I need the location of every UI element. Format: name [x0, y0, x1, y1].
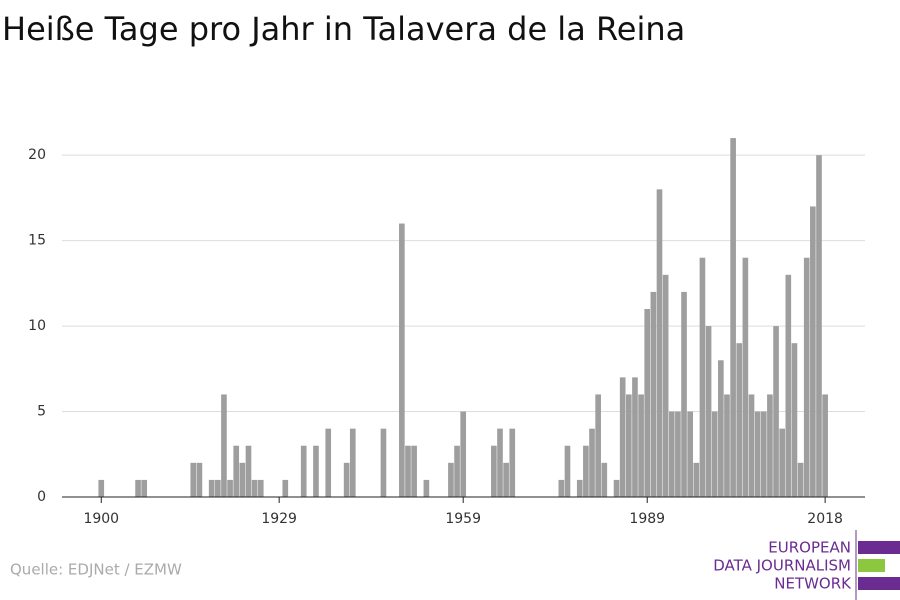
bar	[349, 428, 356, 497]
bar	[576, 479, 583, 497]
bar	[644, 309, 651, 497]
bar	[773, 326, 779, 497]
bar	[564, 445, 571, 497]
bar	[693, 462, 700, 497]
bar	[405, 445, 411, 497]
bar	[497, 428, 503, 497]
chart-title: Heiße Tage pro Jahr in Talavera de la Re…	[2, 10, 685, 48]
bar	[411, 445, 417, 497]
bar	[705, 326, 712, 497]
x-tick-label: 1929	[261, 511, 297, 527]
bar	[797, 462, 804, 497]
bar	[650, 291, 657, 497]
y-tick-label: 5	[37, 404, 46, 420]
logo-text: DATA JOURNALISM	[713, 557, 851, 575]
bar	[816, 155, 822, 497]
bar	[251, 479, 258, 497]
x-tick-label: 1989	[629, 511, 665, 527]
bar	[313, 445, 319, 497]
bar	[239, 462, 246, 497]
logo-text: EUROPEAN	[768, 539, 851, 557]
bar	[601, 462, 608, 497]
bar	[619, 377, 626, 497]
bar	[699, 257, 706, 497]
bar	[245, 445, 252, 497]
bar	[791, 343, 798, 497]
logo-bar	[858, 541, 900, 554]
logo-bar	[858, 577, 900, 590]
bar	[662, 274, 669, 497]
bar	[558, 479, 565, 497]
bar	[785, 274, 792, 497]
bar	[656, 189, 663, 497]
bar	[595, 394, 601, 497]
x-tick-label: 2018	[807, 511, 843, 527]
bar	[760, 411, 767, 497]
bar	[748, 394, 755, 497]
bar	[583, 445, 589, 497]
bar	[233, 445, 240, 497]
bar	[730, 138, 736, 497]
bar	[98, 479, 105, 497]
bar	[227, 479, 233, 497]
bar	[711, 411, 718, 497]
bar	[724, 394, 730, 497]
bar	[509, 428, 516, 497]
bar	[589, 428, 595, 497]
bar	[135, 479, 141, 497]
bar	[282, 479, 289, 497]
bar	[196, 462, 203, 497]
logo-bar	[858, 559, 885, 572]
bar	[399, 223, 405, 497]
y-tick-label: 20	[28, 147, 46, 163]
bar	[767, 394, 773, 497]
bar	[300, 445, 307, 497]
bar	[687, 411, 693, 497]
bar	[257, 479, 264, 497]
source: Quelle: EDJNet / EZMW	[10, 561, 182, 579]
bar	[325, 428, 332, 497]
bar	[491, 445, 497, 497]
bar	[448, 462, 454, 497]
bar	[779, 428, 786, 497]
bar	[822, 394, 828, 497]
bar	[221, 394, 227, 497]
bar	[638, 394, 644, 497]
bar	[613, 479, 620, 497]
bar	[632, 377, 638, 497]
y-tick-label: 0	[37, 489, 46, 505]
x-tick-label: 1959	[445, 511, 481, 527]
bar	[736, 343, 743, 497]
bar	[454, 445, 460, 497]
bar	[214, 479, 221, 497]
bar	[503, 462, 509, 497]
x-tick-label: 1900	[83, 511, 119, 527]
y-tick-label: 15	[28, 233, 46, 249]
bar	[681, 291, 687, 497]
y-tick-label: 10	[28, 318, 46, 334]
logo-text: NETWORK	[774, 575, 852, 593]
bar	[803, 257, 810, 497]
bar	[754, 411, 761, 497]
bar	[380, 428, 387, 497]
bar	[718, 360, 724, 497]
bar	[190, 462, 197, 497]
bar	[668, 411, 675, 497]
bar	[742, 257, 749, 497]
bar	[343, 462, 350, 497]
bar	[460, 411, 467, 497]
bar	[810, 206, 816, 498]
bar	[423, 479, 430, 497]
bar	[675, 411, 681, 497]
bar	[141, 479, 148, 497]
bar	[626, 394, 632, 497]
bar	[208, 479, 215, 497]
